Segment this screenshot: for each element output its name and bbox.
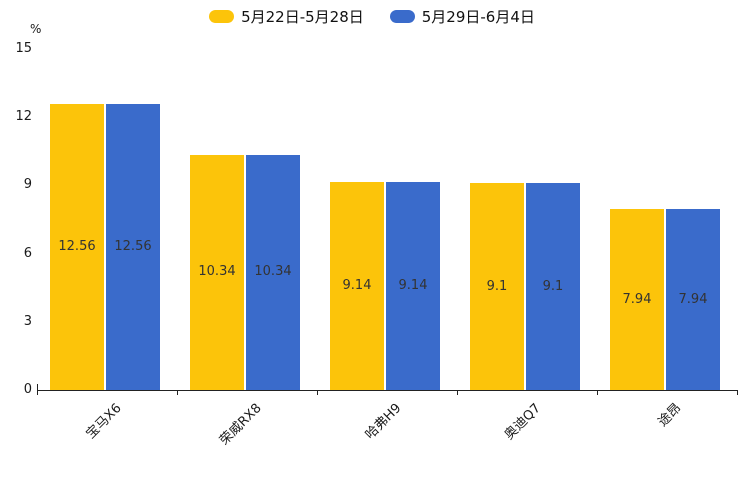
y-axis-tick-label: 12 [15,109,32,125]
legend-item-series-2[interactable]: 5月29日-6月4日 [389,6,535,27]
x-axis-category-label: 荣威RX8 [216,400,265,449]
bar-哈弗H9-series-2 [386,182,440,390]
legend-item-series-1[interactable]: 5月22日-5月28日 [209,6,364,27]
x-axis-tick-mark [597,391,598,395]
legend-item-label: 5月29日-6月4日 [421,8,535,26]
y-axis-tick-label: 3 [23,313,32,329]
y-axis-tick-label: 0 [23,382,32,397]
legend-swatch-icon [209,10,235,23]
chart-legend: 5月22日-5月28日 5月29日-6月4日 [0,6,744,27]
bar-宝马X6-series-1 [50,104,104,390]
bar-奥迪Q7-series-2 [526,183,580,390]
legend-item-label: 5月22日-5月28日 [241,8,364,26]
x-axis-category-label: 宝马X6 [83,400,125,442]
x-axis-tick-mark [177,391,178,395]
y-axis-stub [37,384,38,390]
y-axis-unit-label: % [30,22,42,36]
x-axis-category-label: 途昂 [655,400,685,430]
bar-途昂-series-2 [666,209,720,390]
x-axis-category-label: 奥迪Q7 [502,400,545,443]
x-axis-tick-mark [457,391,458,395]
x-axis-tick-mark [317,391,318,395]
bar-奥迪Q7-series-1 [470,183,524,390]
bar-哈弗H9-series-1 [330,182,384,390]
x-axis-tick-mark [737,391,738,395]
x-axis-line [37,390,738,391]
bar-荣威RX8-series-1 [190,154,244,390]
legend-swatch-icon [389,10,415,23]
y-axis-tick-label: 9 [23,177,32,193]
y-axis-tick-label: 15 [15,41,32,56]
bar-宝马X6-series-2 [106,104,160,390]
x-axis-category-label: 哈弗H9 [362,400,405,443]
bar-荣威RX8-series-2 [246,154,300,390]
y-axis-tick-label: 6 [23,245,32,261]
x-axis-tick-mark [37,391,38,395]
bar-途昂-series-1 [610,209,664,390]
